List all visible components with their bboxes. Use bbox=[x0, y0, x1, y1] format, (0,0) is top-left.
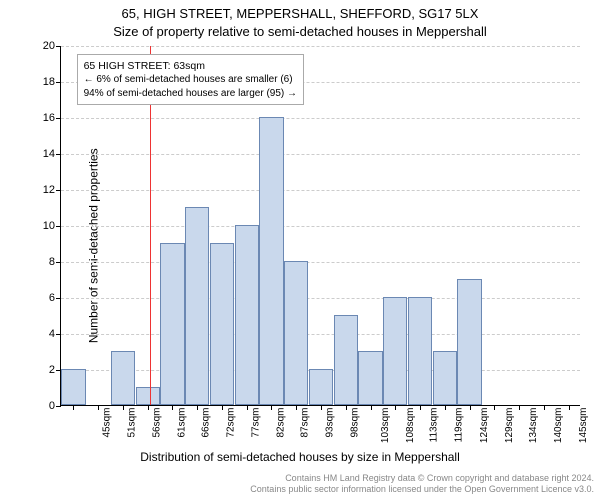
histogram-bar bbox=[160, 243, 184, 405]
x-tick-label: 119sqm bbox=[453, 408, 464, 443]
y-tick-mark bbox=[56, 46, 61, 47]
chart-title-line1: 65, HIGH STREET, MEPPERSHALL, SHEFFORD, … bbox=[0, 6, 600, 21]
y-tick-mark bbox=[56, 334, 61, 335]
x-tick-mark bbox=[346, 405, 347, 410]
x-tick-label: 124sqm bbox=[479, 408, 490, 444]
annotation-line3: 94% of semi-detached houses are larger (… bbox=[84, 87, 297, 101]
x-tick-mark bbox=[123, 405, 124, 410]
y-tick-label: 14 bbox=[33, 148, 55, 160]
histogram-bar bbox=[111, 351, 135, 405]
x-tick-label: 61sqm bbox=[176, 408, 187, 438]
y-tick-mark bbox=[56, 262, 61, 263]
histogram-bar bbox=[61, 369, 85, 405]
gridline bbox=[61, 298, 580, 299]
y-tick-label: 2 bbox=[33, 364, 55, 376]
x-tick-label: 140sqm bbox=[553, 408, 564, 444]
y-tick-mark bbox=[56, 190, 61, 191]
y-tick-label: 0 bbox=[33, 400, 55, 412]
x-tick-label: 51sqm bbox=[127, 408, 138, 438]
histogram-bar bbox=[408, 297, 432, 405]
x-tick-label: 77sqm bbox=[250, 408, 261, 438]
histogram-bar bbox=[358, 351, 382, 405]
y-tick-label: 20 bbox=[33, 40, 55, 52]
x-tick-mark bbox=[494, 405, 495, 410]
annotation-box: 65 HIGH STREET: 63sqm← 6% of semi-detach… bbox=[77, 54, 304, 105]
footer-line2: Contains public sector information licen… bbox=[250, 484, 594, 496]
x-tick-mark bbox=[445, 405, 446, 410]
plot-area: 0246810121416182045sqm51sqm56sqm61sqm66s… bbox=[60, 46, 580, 406]
histogram-bar bbox=[136, 387, 160, 405]
x-tick-label: 66sqm bbox=[201, 408, 212, 438]
x-tick-label: 45sqm bbox=[102, 408, 113, 438]
gridline bbox=[61, 190, 580, 191]
y-tick-label: 18 bbox=[33, 76, 55, 88]
histogram-bar bbox=[235, 225, 259, 405]
x-tick-mark bbox=[197, 405, 198, 410]
x-tick-label: 87sqm bbox=[300, 408, 311, 438]
gridline bbox=[61, 46, 580, 47]
histogram-bar bbox=[457, 279, 481, 405]
x-tick-mark bbox=[222, 405, 223, 410]
x-tick-label: 134sqm bbox=[528, 408, 539, 444]
footer-line1: Contains HM Land Registry data © Crown c… bbox=[250, 473, 594, 485]
x-axis-label: Distribution of semi-detached houses by … bbox=[0, 450, 600, 464]
x-tick-mark bbox=[73, 405, 74, 410]
footer-attribution: Contains HM Land Registry data © Crown c… bbox=[250, 473, 594, 496]
y-tick-label: 8 bbox=[33, 256, 55, 268]
gridline bbox=[61, 118, 580, 119]
annotation-line2: ← 6% of semi-detached houses are smaller… bbox=[84, 73, 297, 87]
gridline bbox=[61, 334, 580, 335]
y-tick-label: 10 bbox=[33, 220, 55, 232]
x-tick-mark bbox=[98, 405, 99, 410]
x-tick-label: 129sqm bbox=[504, 408, 515, 444]
x-tick-mark bbox=[321, 405, 322, 410]
x-tick-label: 72sqm bbox=[226, 408, 237, 438]
histogram-bar bbox=[309, 369, 333, 405]
x-tick-mark bbox=[148, 405, 149, 410]
y-tick-mark bbox=[56, 82, 61, 83]
x-tick-label: 108sqm bbox=[405, 408, 416, 444]
y-tick-mark bbox=[56, 406, 61, 407]
histogram-bar bbox=[334, 315, 358, 405]
y-tick-mark bbox=[56, 154, 61, 155]
y-tick-mark bbox=[56, 226, 61, 227]
x-tick-mark bbox=[395, 405, 396, 410]
x-tick-mark bbox=[296, 405, 297, 410]
x-tick-mark bbox=[569, 405, 570, 410]
chart-title-line2: Size of property relative to semi-detach… bbox=[0, 24, 600, 39]
x-tick-mark bbox=[271, 405, 272, 410]
x-tick-label: 113sqm bbox=[429, 408, 440, 443]
x-tick-label: 145sqm bbox=[578, 408, 589, 444]
x-tick-label: 82sqm bbox=[275, 408, 286, 438]
histogram-bar bbox=[433, 351, 457, 405]
y-tick-label: 12 bbox=[33, 184, 55, 196]
y-tick-mark bbox=[56, 298, 61, 299]
x-tick-mark bbox=[247, 405, 248, 410]
x-tick-mark bbox=[519, 405, 520, 410]
x-tick-mark bbox=[420, 405, 421, 410]
x-tick-mark bbox=[172, 405, 173, 410]
y-tick-label: 6 bbox=[33, 292, 55, 304]
histogram-bar bbox=[259, 117, 283, 405]
x-tick-mark bbox=[470, 405, 471, 410]
annotation-line1: 65 HIGH STREET: 63sqm bbox=[84, 59, 297, 73]
x-tick-label: 103sqm bbox=[380, 408, 391, 444]
x-tick-label: 93sqm bbox=[325, 408, 336, 438]
x-tick-label: 98sqm bbox=[350, 408, 361, 438]
x-tick-label: 56sqm bbox=[151, 408, 162, 438]
histogram-bar bbox=[185, 207, 209, 405]
histogram-bar bbox=[210, 243, 234, 405]
gridline bbox=[61, 154, 580, 155]
y-tick-mark bbox=[56, 118, 61, 119]
y-tick-label: 16 bbox=[33, 112, 55, 124]
gridline bbox=[61, 262, 580, 263]
x-tick-mark bbox=[371, 405, 372, 410]
histogram-bar bbox=[284, 261, 308, 405]
x-tick-mark bbox=[544, 405, 545, 410]
histogram-bar bbox=[383, 297, 407, 405]
chart-container: 65, HIGH STREET, MEPPERSHALL, SHEFFORD, … bbox=[0, 0, 600, 500]
gridline bbox=[61, 226, 580, 227]
y-tick-label: 4 bbox=[33, 328, 55, 340]
